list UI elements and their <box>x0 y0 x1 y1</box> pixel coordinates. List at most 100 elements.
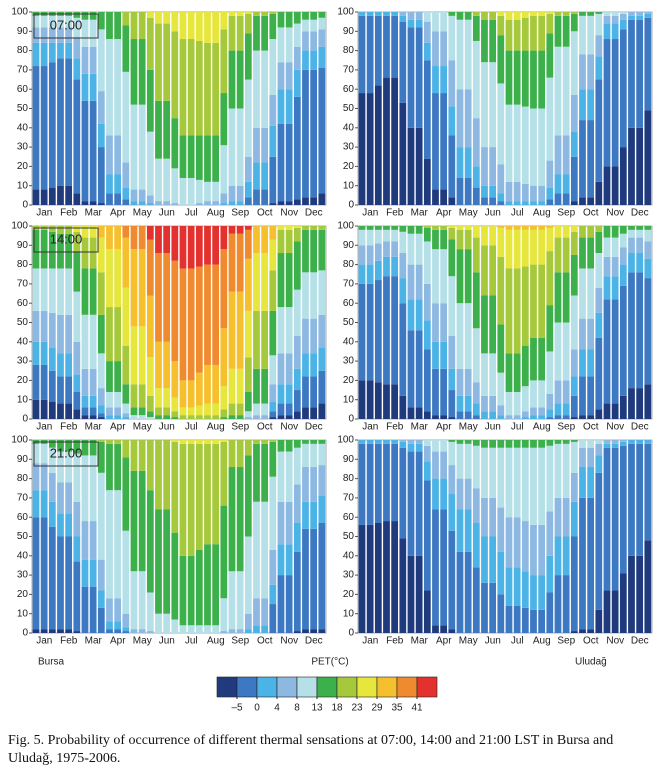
bar-segment <box>611 447 619 591</box>
bar-segment <box>521 50 529 107</box>
bar-segment <box>155 226 162 254</box>
bar-segment <box>187 39 195 136</box>
bar-segment <box>155 613 162 633</box>
bar-segment <box>269 125 277 157</box>
bar-segment <box>399 12 407 16</box>
bar-segment <box>579 447 586 468</box>
bar-segment <box>269 417 277 419</box>
bar-segment <box>546 393 554 410</box>
bar-segment <box>391 440 399 444</box>
bar-segment <box>310 50 318 70</box>
x-tick-label: Jun <box>485 636 501 647</box>
bar-segment <box>587 349 595 377</box>
bar-segment <box>546 226 554 228</box>
bar-segment <box>448 15 456 61</box>
bar-segment <box>114 226 122 250</box>
bar-segment <box>171 619 179 633</box>
bar-segment <box>106 621 113 630</box>
bar-segment <box>562 443 570 498</box>
bar-segment <box>236 50 244 109</box>
y-tick-label: 100 <box>337 435 354 446</box>
bar-segment <box>277 123 285 202</box>
bar-segment <box>481 197 488 205</box>
bar-segment <box>89 395 97 408</box>
bar-segment <box>228 571 236 630</box>
bar-segment <box>253 415 260 419</box>
bar-segment <box>65 629 73 633</box>
bar-segment <box>73 536 81 562</box>
x-tick-label: Dec <box>305 636 323 647</box>
bar-segment <box>89 415 97 419</box>
bar-segment <box>407 264 415 300</box>
bar-segment <box>481 19 488 63</box>
y-tick-label: 60 <box>343 512 355 523</box>
bar-segment <box>130 104 138 190</box>
bar-segment <box>358 226 366 230</box>
y-tick-label: 60 <box>17 298 29 309</box>
y-tick-label: 100 <box>337 221 354 232</box>
bar-segment <box>146 417 154 419</box>
bar-segment <box>595 455 603 473</box>
bar-segment <box>302 318 309 354</box>
bar-segment <box>587 629 595 633</box>
bar-segment <box>440 440 448 452</box>
bar-segment <box>562 403 570 416</box>
bar-segment <box>636 253 644 273</box>
bar-segment <box>261 598 269 626</box>
bar-segment <box>195 135 203 180</box>
bar-segment <box>513 605 521 633</box>
y-tick-label: 100 <box>11 435 28 446</box>
bar-segment <box>293 46 301 70</box>
bar-segment <box>628 253 635 273</box>
bar-segment <box>644 13 652 18</box>
bar-segment <box>187 135 195 178</box>
legend-tick-label: 35 <box>391 703 403 714</box>
bar-segment <box>204 42 211 136</box>
bar-segment <box>562 440 570 444</box>
bar-segment <box>187 440 195 444</box>
bar-segment <box>432 303 439 342</box>
bar-segment <box>530 440 537 448</box>
bar-segment <box>277 27 285 63</box>
bar-segment <box>407 330 415 408</box>
bar-segment <box>464 12 472 20</box>
bar-segment <box>179 39 187 136</box>
bar-segment <box>228 108 236 186</box>
x-tick-label: May <box>459 208 478 219</box>
bar-segment <box>521 183 529 202</box>
bar-segment <box>456 177 464 205</box>
bar-segment <box>155 509 162 614</box>
bar-segment <box>106 174 113 194</box>
bar-segment <box>179 440 187 444</box>
bar-segment <box>611 166 619 205</box>
bar-segment <box>489 185 497 198</box>
y-tick-label: 20 <box>17 375 29 386</box>
bar-segment <box>155 253 162 342</box>
bar-segment <box>228 201 236 205</box>
bar-segment <box>32 189 40 205</box>
bar-segment <box>48 526 56 630</box>
bar-segment <box>204 443 211 545</box>
bar-segment <box>530 15 537 51</box>
bar-segment <box>269 12 277 14</box>
bar-segment <box>179 12 187 40</box>
bar-segment <box>57 268 64 315</box>
x-tick-label: Jun <box>485 422 501 433</box>
bar-segment <box>89 586 97 633</box>
bar-segment <box>97 388 105 406</box>
bar-segment <box>391 443 399 522</box>
bar-segment <box>293 390 301 412</box>
bar-segment <box>554 380 562 404</box>
bar-segment <box>546 592 554 633</box>
bar-segment <box>220 440 228 442</box>
bar-segment <box>562 237 570 273</box>
bar-segment <box>212 201 220 205</box>
bar-segment <box>269 384 277 402</box>
bar-segment <box>407 299 415 331</box>
bar-segment <box>138 440 146 471</box>
bar-segment <box>383 443 390 522</box>
bar-segment <box>204 12 211 43</box>
x-tick-label: Nov <box>606 208 624 219</box>
bar-segment <box>603 166 611 205</box>
bar-segment <box>269 94 277 126</box>
